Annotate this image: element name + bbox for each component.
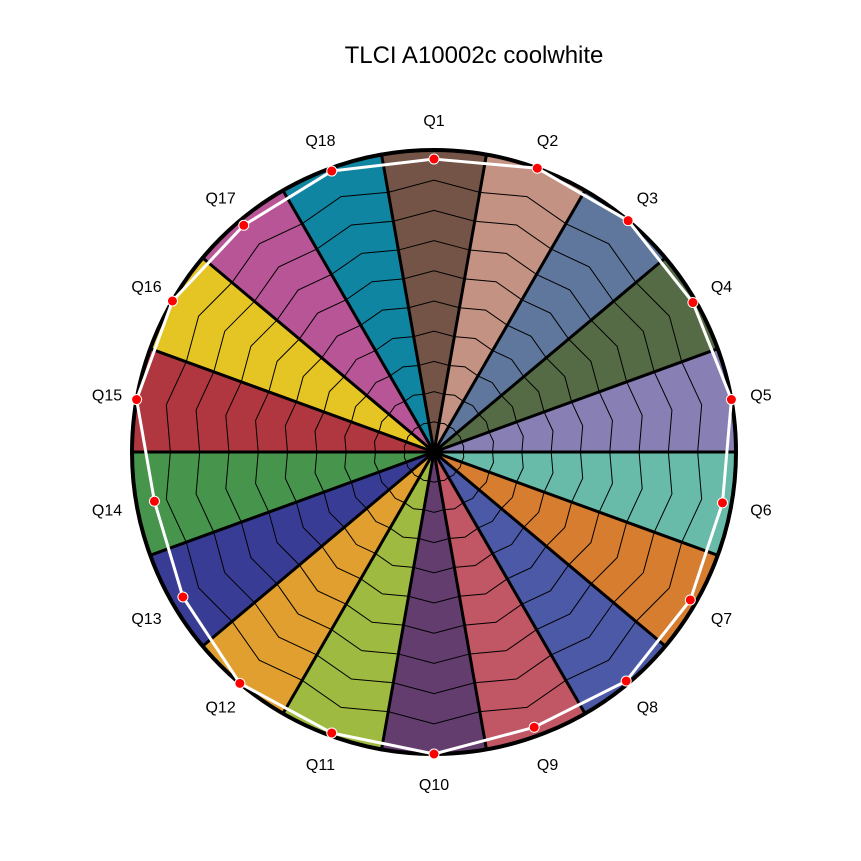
marker-q14	[148, 495, 160, 507]
sector-divider	[433, 450, 719, 557]
sector-q14	[132, 452, 434, 556]
sector-q8	[434, 452, 666, 714]
sectors	[132, 150, 736, 754]
label-q2: Q2	[537, 133, 558, 150]
sector-divider	[432, 451, 488, 750]
sector-q5	[434, 348, 736, 452]
label-q1: Q1	[423, 113, 444, 130]
sector-q18	[283, 154, 434, 452]
sector-divider	[433, 450, 667, 648]
marker-q18	[326, 165, 338, 177]
sector-divider	[433, 347, 719, 454]
marker-q16	[166, 295, 178, 307]
sector-divider	[281, 451, 436, 715]
sector-q6	[434, 452, 736, 556]
sector-divider	[380, 154, 436, 453]
chart-title: TLCI A10002c coolwhite	[345, 42, 604, 69]
marker-q10	[428, 748, 440, 760]
label-q13: Q13	[131, 611, 161, 628]
label-q5: Q5	[750, 387, 771, 404]
sector-dividers	[132, 154, 736, 750]
sector-q4	[434, 257, 718, 452]
marker-q8	[620, 675, 632, 687]
label-q16: Q16	[131, 279, 161, 296]
sector-divider	[281, 189, 436, 453]
label-q4: Q4	[711, 279, 732, 296]
marker-q5	[725, 394, 737, 406]
marker-q11	[326, 727, 338, 739]
label-q9: Q9	[537, 757, 558, 774]
sector-q17	[202, 190, 434, 452]
label-q12: Q12	[205, 699, 235, 716]
sector-q11	[283, 452, 434, 750]
label-q3: Q3	[637, 191, 658, 208]
sector-divider	[201, 256, 435, 454]
sector-divider	[433, 256, 667, 454]
label-q6: Q6	[750, 503, 771, 520]
marker-q6	[716, 497, 728, 509]
marker-q1	[428, 153, 440, 165]
label-q7: Q7	[711, 611, 732, 628]
marker-q15	[131, 394, 143, 406]
sector-q9	[434, 452, 585, 750]
category-labels: Q1 Q2 Q3 Q4 Q5 Q6 Q7 Q8 Q9 Q10 Q11 Q12 Q13 Q14 Q15 Q16 Q…	[92, 113, 772, 794]
marker-q2	[531, 162, 543, 174]
sector-divider	[201, 450, 435, 648]
sector-q7	[434, 452, 718, 647]
sector-divider	[149, 450, 435, 557]
sector-q13	[150, 452, 434, 647]
label-q15: Q15	[92, 387, 122, 404]
sector-q3	[434, 190, 666, 452]
sector-q15	[132, 348, 434, 452]
sector-divider	[432, 189, 587, 453]
sector-divider	[432, 154, 488, 453]
marker-q7	[684, 594, 696, 606]
label-q14: Q14	[92, 503, 122, 520]
label-q17: Q17	[205, 191, 235, 208]
label-q8: Q8	[637, 699, 658, 716]
label-q11: Q11	[306, 757, 335, 774]
marker-q3	[622, 215, 634, 227]
marker-q9	[528, 721, 540, 733]
sector-divider	[380, 451, 436, 750]
sector-q12	[202, 452, 434, 714]
markers	[131, 153, 737, 760]
sector-q16	[150, 257, 434, 452]
marker-q12	[234, 677, 246, 689]
label-q18: Q18	[305, 133, 335, 150]
marker-q13	[177, 591, 189, 603]
sector-q2	[434, 154, 585, 452]
marker-q17	[238, 219, 250, 231]
marker-q4	[687, 297, 699, 309]
sector-divider	[432, 451, 587, 715]
label-q10: Q10	[419, 777, 449, 794]
sector-divider	[149, 347, 435, 454]
